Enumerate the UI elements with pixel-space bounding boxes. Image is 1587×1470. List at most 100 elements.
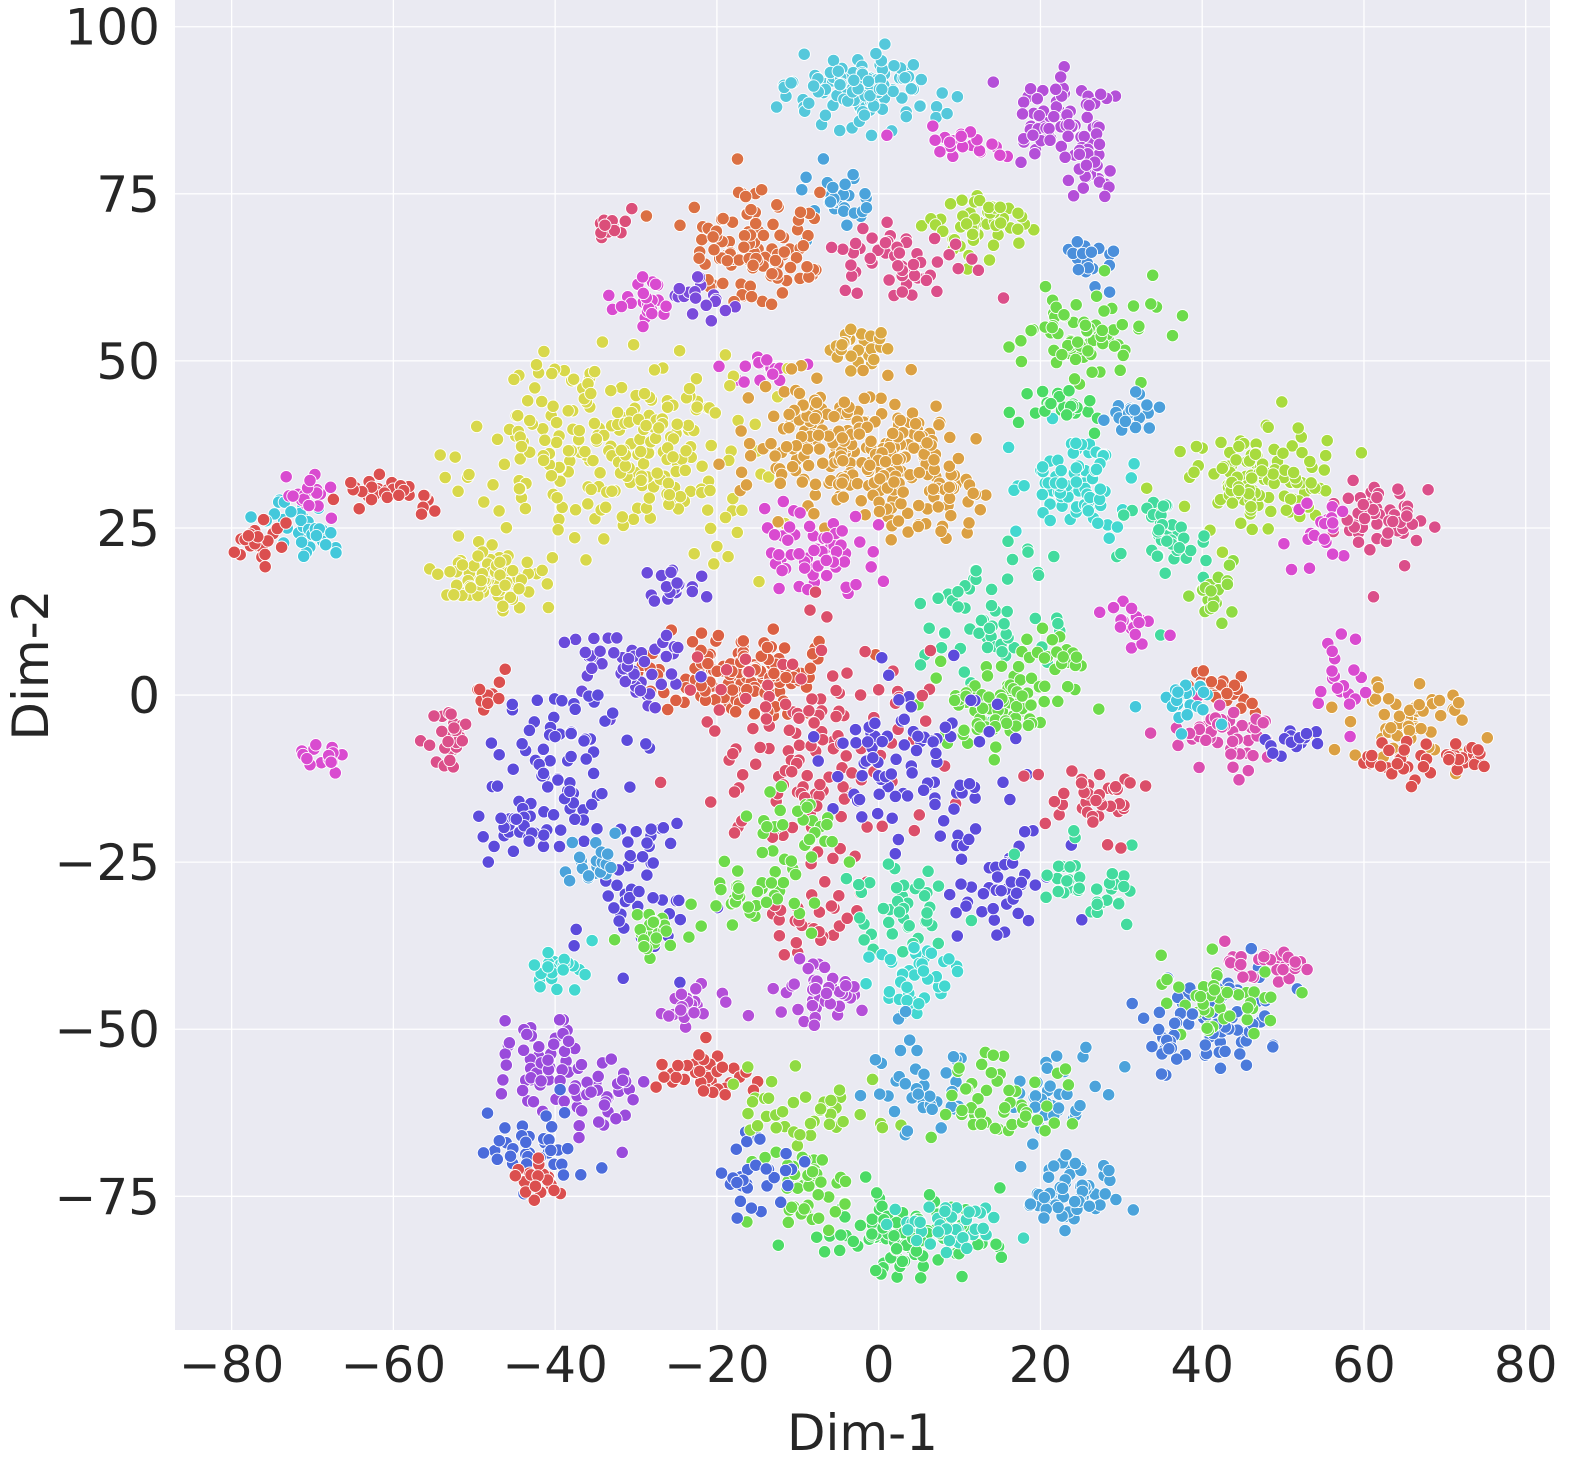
x-tick-label: 60 bbox=[1332, 1336, 1396, 1394]
data-point bbox=[896, 485, 910, 499]
data-point bbox=[907, 823, 921, 838]
data-point bbox=[947, 802, 961, 816]
data-point bbox=[561, 1034, 576, 1048]
data-point bbox=[1480, 731, 1494, 745]
data-point bbox=[909, 1233, 924, 1248]
data-point bbox=[920, 436, 934, 450]
data-point bbox=[1045, 320, 1059, 335]
data-point bbox=[1232, 439, 1246, 454]
data-point bbox=[808, 411, 822, 426]
data-point bbox=[767, 528, 782, 542]
data-point bbox=[703, 483, 717, 498]
data-point bbox=[669, 1070, 683, 1085]
data-point bbox=[871, 518, 886, 532]
data-point bbox=[1171, 685, 1185, 699]
data-point bbox=[799, 170, 813, 184]
data-point bbox=[597, 1098, 612, 1112]
data-point bbox=[428, 504, 442, 518]
data-point bbox=[733, 1194, 748, 1208]
data-point bbox=[803, 603, 817, 617]
data-point bbox=[769, 1121, 783, 1135]
data-point bbox=[787, 977, 801, 991]
data-point bbox=[1114, 546, 1128, 561]
data-point bbox=[778, 1163, 793, 1178]
data-point bbox=[455, 734, 469, 748]
data-point bbox=[1043, 513, 1057, 528]
data-point bbox=[888, 1202, 902, 1217]
data-point bbox=[572, 1119, 586, 1133]
data-point bbox=[650, 466, 664, 480]
data-point bbox=[744, 202, 758, 217]
data-point bbox=[480, 1106, 495, 1120]
data-point bbox=[792, 386, 807, 401]
data-point bbox=[541, 960, 555, 974]
data-point bbox=[550, 982, 564, 997]
data-point bbox=[364, 492, 379, 507]
data-point bbox=[597, 532, 611, 546]
data-point bbox=[928, 797, 942, 812]
data-point bbox=[563, 784, 577, 798]
data-point bbox=[857, 108, 872, 122]
data-point bbox=[672, 281, 686, 296]
data-point bbox=[593, 466, 607, 480]
data-point bbox=[1090, 882, 1104, 896]
data-point bbox=[1021, 718, 1036, 733]
data-point bbox=[900, 789, 915, 803]
data-point bbox=[962, 777, 977, 791]
data-point bbox=[1409, 533, 1424, 548]
data-point bbox=[911, 1087, 925, 1101]
data-point bbox=[994, 216, 1008, 230]
data-point bbox=[847, 73, 861, 87]
data-point bbox=[568, 531, 582, 545]
data-point bbox=[1140, 481, 1154, 495]
data-point bbox=[943, 887, 957, 902]
data-point bbox=[1146, 268, 1160, 282]
data-point bbox=[712, 703, 726, 717]
data-point bbox=[1062, 117, 1076, 132]
data-point bbox=[1140, 398, 1154, 412]
data-point bbox=[508, 1169, 522, 1183]
data-point bbox=[599, 500, 613, 514]
data-point bbox=[1160, 972, 1174, 987]
data-point bbox=[1000, 572, 1015, 586]
data-point bbox=[1069, 475, 1083, 489]
data-point bbox=[807, 1018, 821, 1032]
data-point bbox=[518, 501, 533, 516]
data-point bbox=[1076, 181, 1090, 195]
x-tick-label: −60 bbox=[341, 1336, 447, 1394]
data-point bbox=[1051, 884, 1065, 899]
data-point bbox=[1063, 860, 1077, 874]
data-point bbox=[1320, 433, 1334, 448]
data-point bbox=[858, 644, 872, 659]
data-point bbox=[635, 270, 650, 284]
data-point bbox=[988, 1121, 1002, 1136]
data-point bbox=[669, 693, 683, 708]
data-point bbox=[554, 823, 568, 837]
data-point bbox=[827, 409, 841, 424]
x-tick-label: −40 bbox=[502, 1336, 608, 1394]
data-point bbox=[618, 459, 632, 473]
data-point bbox=[588, 364, 602, 379]
data-point bbox=[1351, 535, 1366, 549]
data-point bbox=[853, 1088, 868, 1103]
data-point bbox=[962, 516, 976, 530]
data-point bbox=[682, 930, 696, 944]
data-point bbox=[807, 730, 821, 744]
data-point bbox=[344, 475, 358, 490]
data-point bbox=[769, 100, 784, 114]
data-point bbox=[822, 1223, 836, 1237]
data-point bbox=[770, 198, 784, 212]
data-point bbox=[942, 952, 956, 966]
data-point bbox=[1266, 1040, 1280, 1054]
data-point bbox=[1248, 447, 1263, 461]
data-point bbox=[776, 875, 791, 890]
data-point bbox=[674, 1003, 688, 1017]
data-point bbox=[1232, 483, 1246, 498]
data-point bbox=[492, 1134, 506, 1148]
data-point bbox=[1069, 650, 1084, 664]
data-point bbox=[864, 128, 879, 143]
data-point bbox=[881, 857, 896, 871]
data-point bbox=[572, 850, 587, 864]
data-point bbox=[630, 908, 645, 922]
data-point bbox=[1381, 526, 1395, 540]
